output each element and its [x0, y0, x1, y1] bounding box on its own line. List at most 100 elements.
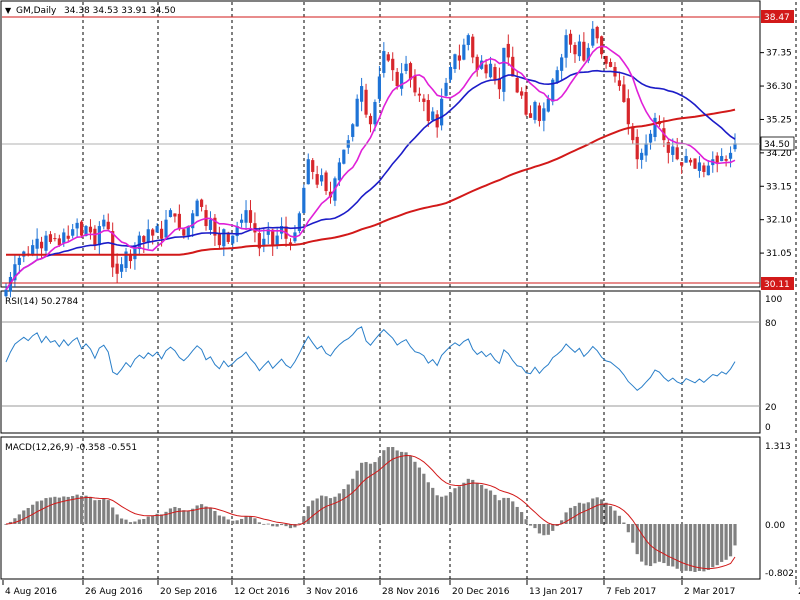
macd-bar [337, 493, 341, 524]
candle-body [360, 86, 364, 102]
candle-body [262, 238, 266, 247]
macd-bar [373, 462, 377, 524]
candle-body [199, 199, 204, 207]
candle-body [226, 232, 230, 242]
macd-bar [471, 479, 475, 524]
candle-body [404, 63, 408, 72]
macd-bar [128, 522, 133, 524]
macd-bar [119, 518, 124, 524]
macd-bar [231, 520, 235, 524]
candle-body [186, 226, 190, 236]
macd-bar [253, 518, 257, 524]
candle-body [488, 63, 493, 78]
macd-bar [48, 497, 53, 524]
candle-body [520, 91, 524, 96]
macd-label: MACD(12,26,9) -0.358 -0.551 [5, 443, 137, 453]
candle-body [533, 101, 537, 120]
candle-body [653, 117, 657, 138]
macd-bar [355, 470, 359, 524]
date-axis-label: 20 Dec 2016 [452, 587, 510, 597]
candle-body [93, 228, 97, 246]
date-axis-label: 20 Sep 2016 [160, 587, 217, 597]
candle-body [386, 54, 390, 61]
candle-body [626, 98, 630, 125]
candle-body [564, 35, 568, 58]
macd-bar [195, 505, 199, 524]
candle-body [71, 229, 75, 236]
candle-body [435, 114, 439, 128]
candle-body [622, 84, 626, 102]
macd-bar [35, 501, 39, 524]
candle-body [88, 226, 93, 233]
macd-bar [199, 504, 204, 524]
macd-bar [693, 524, 697, 572]
candle-body [462, 44, 466, 60]
macd-bar [462, 482, 466, 524]
dropdown-arrow-icon[interactable]: ▼ [5, 6, 12, 15]
macd-bar [39, 500, 44, 524]
macd-bar [497, 500, 502, 524]
macd-bar [528, 524, 533, 526]
macd-bar [724, 524, 728, 560]
candle-body [457, 55, 462, 61]
candle-body [582, 41, 586, 61]
macd-bar [662, 524, 666, 564]
candle-body [391, 58, 395, 71]
candle-body [555, 70, 559, 83]
macd-bar [168, 508, 173, 524]
macd-tick-min: -0.802 [765, 569, 794, 579]
macd-bar [97, 499, 101, 524]
macd-bar [640, 524, 644, 562]
macd-bar [222, 516, 226, 524]
candle-body [191, 213, 195, 229]
macd-bar [702, 524, 706, 572]
macd-bar [391, 447, 395, 524]
macd-bar [533, 524, 537, 529]
macd-bar [697, 524, 702, 571]
current-price-tag [760, 136, 795, 151]
macd-bar [537, 524, 542, 534]
macd-bar [604, 502, 608, 524]
macd-bar [684, 524, 688, 571]
candle-body [675, 147, 679, 160]
candle-body [604, 55, 608, 64]
macd-bar [182, 510, 186, 524]
candle-body [671, 146, 675, 155]
rsi-line [5, 326, 736, 391]
macd-bar [586, 502, 590, 524]
date-axis-label: 4 Aug 2016 [5, 587, 57, 597]
macd-bar [706, 524, 710, 570]
macd-bar [151, 515, 155, 524]
candle-body [324, 172, 328, 192]
macd-bar [493, 494, 497, 524]
candle-body [146, 229, 150, 243]
candle-body [257, 233, 261, 249]
macd-bar [688, 524, 693, 572]
macd-bar [564, 512, 568, 524]
low-level-label: 30.11 [764, 280, 790, 290]
rsi-panel-frame [0, 290, 761, 434]
macd-bar [342, 489, 346, 524]
date-axis-label: 26 Aug 2016 [85, 587, 143, 597]
macd-bar [475, 483, 479, 524]
macd-bar [293, 524, 297, 528]
macd-bar [422, 473, 426, 524]
candle-body [377, 76, 381, 99]
date-axis-label: 2 Mar 2017 [684, 587, 735, 597]
macd-tick-zero: 0.00 [765, 521, 785, 531]
mid-moving-average-line [5, 69, 736, 291]
macd-bar [257, 522, 261, 524]
candle-body [546, 98, 550, 112]
macd-signal-line [5, 454, 736, 570]
candle-body [297, 213, 301, 232]
candle-body [115, 263, 119, 274]
macd-bar [155, 513, 159, 524]
macd-bar [404, 452, 408, 524]
candle-body [724, 158, 728, 161]
date-axis: 4 Aug 2016 26 Aug 2016 20 Sep 2016 12 Oct 2… [2, 580, 800, 597]
candle-body [124, 251, 128, 269]
candle-body [39, 241, 44, 249]
candle-body [577, 41, 582, 57]
macd-bar [106, 500, 110, 524]
macd-bar [271, 524, 275, 527]
